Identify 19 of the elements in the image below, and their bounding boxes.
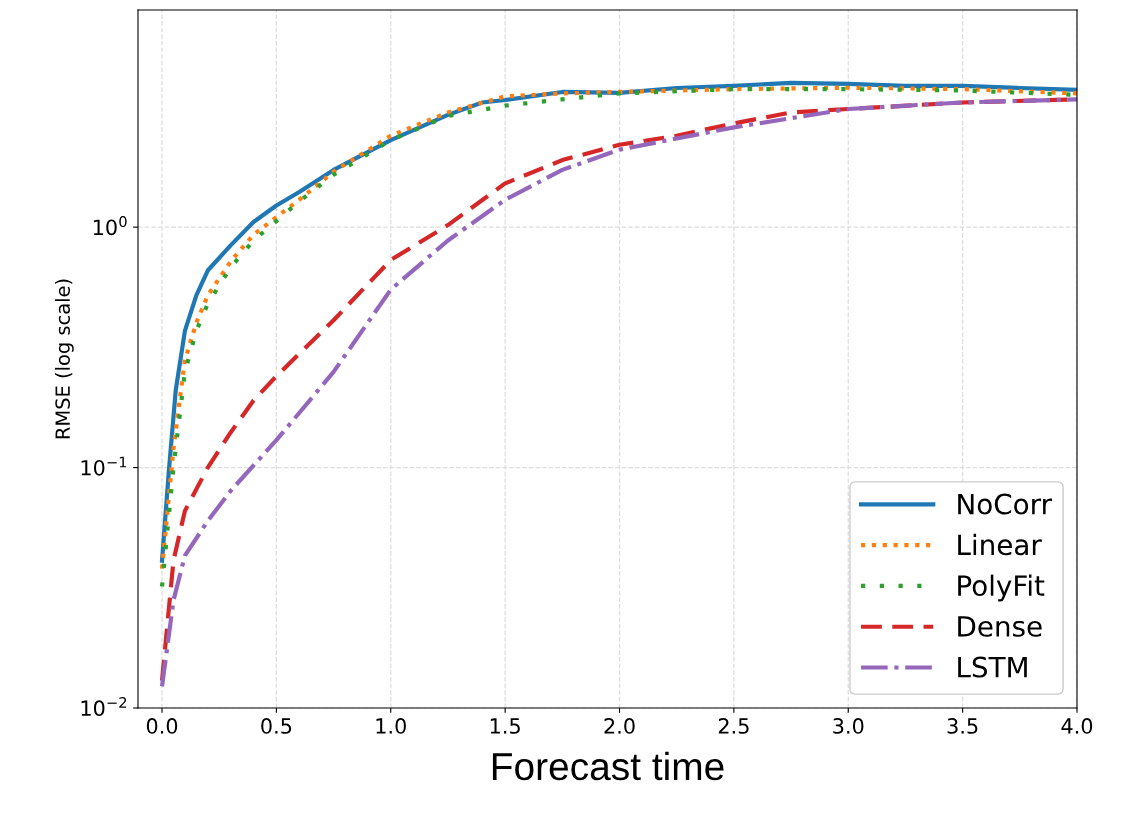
x-tick-label: 0.5 (261, 718, 292, 734)
y-tick-label: 10$^{0}$ (93, 216, 127, 236)
x-tick-label: 2.5 (718, 718, 749, 734)
y-tick-label: 10$^{−2}$ (81, 696, 127, 717)
legend-label: PolyFit (958, 574, 1045, 602)
x-tick-label: 3.5 (947, 718, 978, 734)
x-tick-label: 2.0 (604, 718, 635, 734)
legend-label: Dense (958, 616, 1042, 637)
x-tick-label: 3.0 (833, 718, 864, 734)
x-tick-label: 1.5 (490, 718, 520, 734)
legend-label: NoCorr (958, 493, 1052, 515)
legend-label: Linear (958, 533, 1042, 556)
x-tick-label: 1.0 (376, 718, 406, 734)
x-tick-label: 0.0 (146, 718, 178, 734)
x-axis-title: Forecast time (492, 751, 724, 781)
y-tick-label: 10$^{−1}$ (81, 456, 127, 476)
x-tick-label: 4.0 (1061, 718, 1093, 734)
y-axis-title: RMSE (log scale) (54, 279, 74, 439)
legend-label: LSTM (958, 656, 1027, 678)
